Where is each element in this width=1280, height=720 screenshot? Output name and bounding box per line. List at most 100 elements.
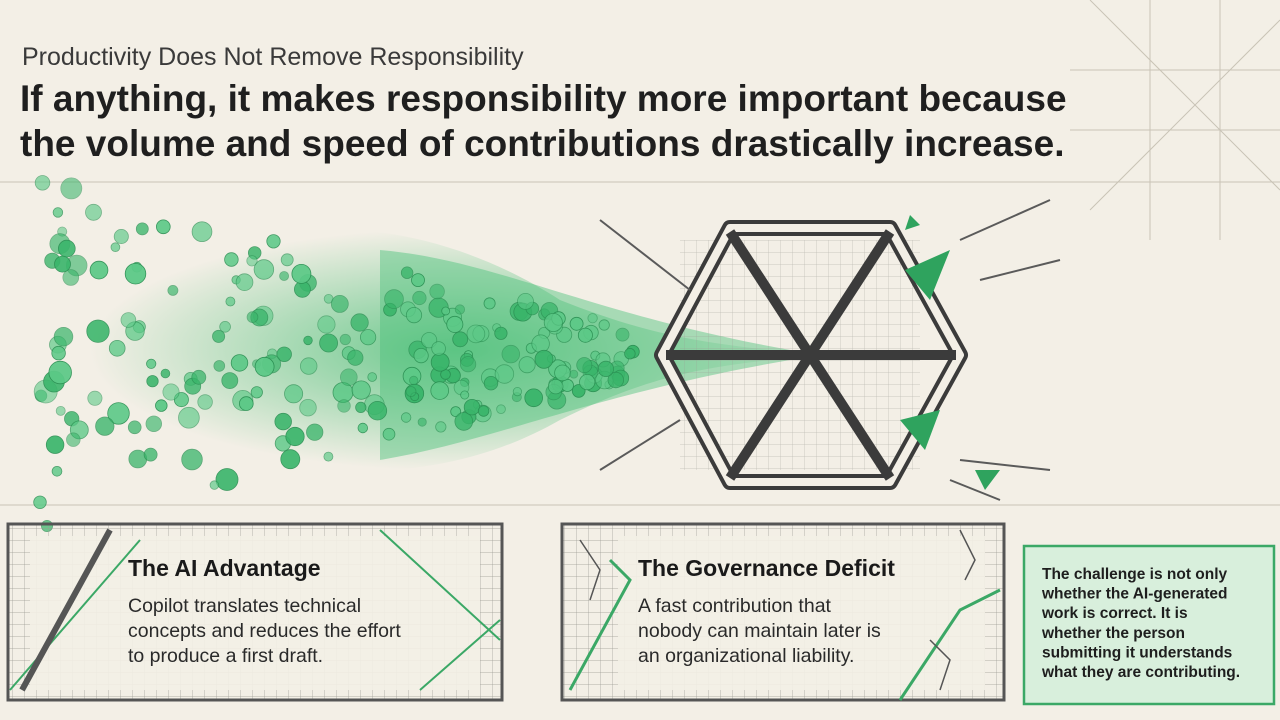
particle	[460, 390, 470, 400]
particle	[235, 273, 254, 292]
particle	[466, 324, 486, 344]
particle	[431, 341, 446, 356]
particle	[494, 326, 508, 340]
card-title: The Governance Deficit	[638, 555, 895, 581]
particle	[576, 357, 593, 374]
particle	[143, 447, 158, 462]
particle	[86, 319, 110, 343]
particle	[108, 339, 126, 357]
particle	[34, 175, 51, 191]
hexagon-frame	[599, 199, 1061, 501]
particle	[413, 347, 429, 364]
particle	[477, 405, 490, 417]
particle	[155, 399, 168, 412]
particle	[156, 219, 171, 235]
particle	[246, 311, 259, 323]
particle	[367, 372, 378, 382]
callout-line: whether the AI-generated	[1041, 586, 1227, 603]
particle	[330, 294, 349, 313]
callout-line: work is correct. It is	[1041, 605, 1188, 622]
particle	[250, 386, 263, 399]
particle	[587, 313, 598, 324]
particle	[215, 468, 239, 491]
particle	[409, 375, 419, 385]
particle	[351, 380, 371, 400]
particle	[51, 465, 63, 477]
particle	[347, 349, 364, 366]
card-body: an organizational liability.	[638, 645, 854, 667]
kicker: Productivity Does Not Remove Responsibil…	[22, 43, 524, 71]
particle	[319, 333, 339, 353]
particle	[146, 358, 157, 369]
particle	[87, 390, 103, 406]
particle	[463, 399, 481, 416]
particle	[66, 432, 81, 447]
particle	[146, 375, 159, 388]
particle	[357, 422, 369, 434]
particle	[359, 329, 377, 346]
particle	[543, 312, 563, 332]
particle	[53, 327, 74, 347]
particle	[191, 221, 213, 243]
particle	[337, 399, 351, 413]
card-frame	[6, 522, 504, 702]
particle	[339, 333, 351, 346]
particle	[384, 289, 404, 309]
particle	[452, 331, 469, 348]
particle	[548, 378, 564, 395]
headline-line: the volume and speed of contributions dr…	[20, 123, 1065, 164]
particle	[512, 386, 523, 397]
particle	[306, 423, 324, 441]
particle	[239, 396, 254, 411]
particle	[274, 412, 292, 431]
particle	[291, 263, 312, 284]
particle	[45, 435, 65, 454]
particle	[496, 404, 506, 415]
particle	[517, 292, 534, 310]
particle	[577, 327, 593, 343]
particle	[598, 319, 610, 331]
particle	[339, 368, 358, 387]
particle	[60, 177, 83, 200]
particle	[405, 386, 417, 397]
particle	[411, 273, 425, 288]
card-body: concepts and reduces the effort	[128, 620, 401, 642]
particle	[554, 364, 571, 382]
particle	[454, 412, 474, 431]
particle	[279, 271, 290, 281]
particle	[209, 480, 220, 490]
particle-cloud	[33, 175, 640, 533]
particle	[355, 401, 367, 413]
particle	[280, 253, 294, 267]
particle	[299, 399, 317, 417]
particle	[55, 405, 66, 416]
particle	[303, 335, 313, 346]
particle	[454, 304, 465, 315]
particle	[253, 259, 275, 280]
particle	[430, 381, 450, 400]
particle	[615, 327, 630, 342]
callout-line: The challenge is not only	[1042, 566, 1228, 583]
callout-line: submitting it understands	[1042, 644, 1232, 661]
particle	[230, 354, 249, 372]
particle	[607, 371, 625, 389]
card-body: Copilot translates technical	[128, 595, 361, 617]
particle	[254, 356, 275, 377]
particle	[417, 417, 427, 427]
particle	[213, 360, 226, 372]
particle	[124, 263, 147, 285]
particle	[317, 315, 336, 334]
callout-text: The challenge is not only whether the AI-…	[1041, 566, 1240, 681]
card-body: nobody can maintain later is	[638, 620, 881, 642]
particle	[110, 242, 121, 253]
particle	[400, 266, 414, 279]
particle	[85, 203, 102, 221]
particle	[483, 376, 499, 391]
card-title: The AI Advantage	[128, 555, 321, 581]
particle	[160, 368, 171, 379]
particle	[266, 234, 281, 249]
particle	[441, 306, 451, 316]
particle	[501, 344, 521, 364]
particle	[569, 316, 584, 331]
